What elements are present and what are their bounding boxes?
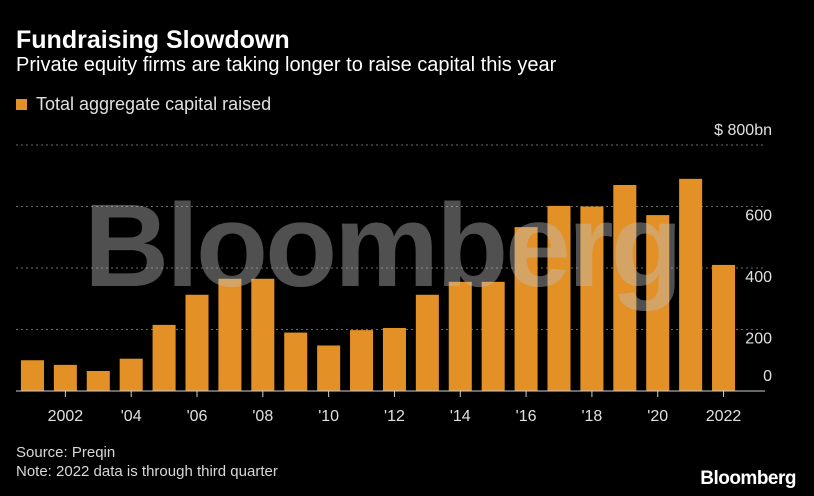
- x-tick-label: '06: [187, 408, 208, 425]
- x-tick-label: '14: [450, 408, 471, 425]
- x-tick-label: '18: [581, 408, 602, 425]
- axes: 0 200 400 600 $ 800bn 2002 '04 '06 '08 '10 '12 '14 '…: [16, 122, 772, 425]
- source-text: Source: Preqin: [16, 444, 116, 461]
- legend-swatch: [16, 99, 27, 110]
- bar-2022: [712, 264, 736, 391]
- x-tick-label: 2022: [706, 408, 742, 425]
- x-tick-label: '04: [121, 408, 142, 425]
- bar-2020: [646, 215, 670, 391]
- bar-2003: [86, 371, 110, 391]
- chart-title: Fundraising Slowdown: [16, 26, 290, 54]
- bar-2017: [547, 205, 571, 391]
- chart-subtitle: Private equity firms are taking longer t…: [16, 54, 557, 76]
- bar-2014: [448, 281, 472, 391]
- bar-2010: [317, 345, 341, 391]
- bar-2015: [481, 281, 505, 391]
- bar-2002: [53, 364, 77, 391]
- bloomberg-logo: Bloomberg: [700, 468, 796, 489]
- x-tick-label: '20: [647, 408, 668, 425]
- y-tick-label: 200: [745, 331, 772, 348]
- bar-2004: [119, 358, 143, 391]
- bar-2006: [185, 294, 209, 391]
- bar-2005: [152, 324, 176, 391]
- y-tick-label: 400: [745, 269, 772, 286]
- bar-2011: [350, 330, 374, 391]
- bar-2018: [580, 206, 604, 391]
- x-tick-label: '12: [384, 408, 405, 425]
- y-tick-label: 600: [745, 208, 772, 225]
- bar-2009: [284, 332, 308, 391]
- y-tick-label: $ 800bn: [714, 122, 772, 139]
- bar-2019: [613, 184, 637, 391]
- x-tick-label: '10: [318, 408, 339, 425]
- bar-2012: [382, 327, 406, 391]
- x-tick-label: '08: [252, 408, 273, 425]
- note-text: Note: 2022 data is through third quarter: [16, 463, 278, 480]
- x-tick-label: 2002: [48, 408, 84, 425]
- bar-2021: [679, 178, 703, 391]
- bar-2013: [415, 294, 439, 391]
- y-tick-label: 0: [763, 368, 772, 385]
- bar-2008: [251, 278, 275, 391]
- bar-2016: [514, 227, 538, 391]
- legend: Total aggregate capital raised: [16, 94, 271, 115]
- legend-label: Total aggregate capital raised: [36, 94, 272, 114]
- bar-2001: [20, 360, 44, 391]
- bars: [20, 178, 736, 391]
- bar-2007: [218, 278, 242, 391]
- x-tick-label: '16: [516, 408, 537, 425]
